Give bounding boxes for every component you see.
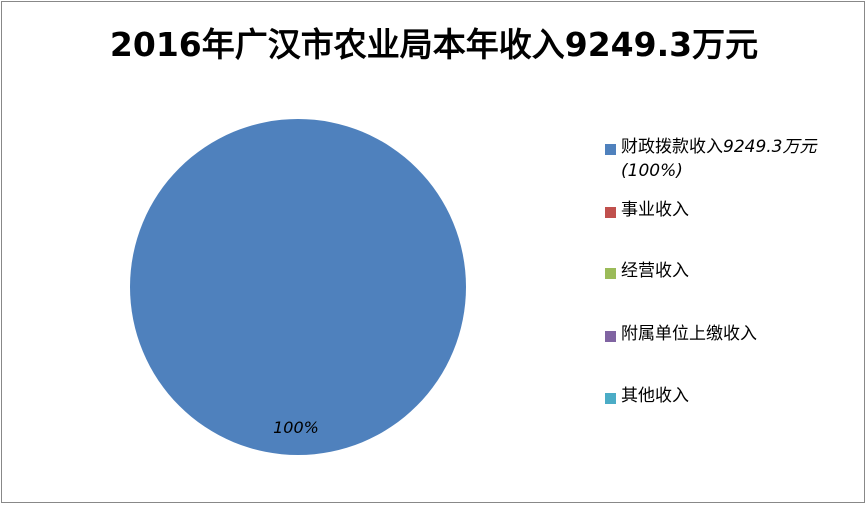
chart-title: 2016年广汉市农业局本年收入9249.3万元 — [109, 25, 759, 64]
legend-value: 9249.3万元 — [723, 137, 817, 157]
legend-swatch — [605, 144, 616, 155]
legend-swatch — [605, 268, 616, 279]
legend-swatch — [605, 207, 616, 218]
legend-label: 其他收入 — [621, 386, 689, 406]
data-label-0: 100% — [273, 418, 319, 437]
legend-swatch — [605, 393, 616, 404]
legend-label: 财政拨款收入 — [621, 137, 723, 157]
legend-percent: (100%) — [621, 161, 683, 181]
legend-swatch — [605, 331, 616, 342]
pie-slice-0 — [130, 119, 466, 455]
legend-label: 附属单位上缴收入 — [621, 324, 757, 344]
legend-label: 事业收入 — [621, 200, 689, 220]
legend-label: 经营收入 — [621, 261, 689, 281]
